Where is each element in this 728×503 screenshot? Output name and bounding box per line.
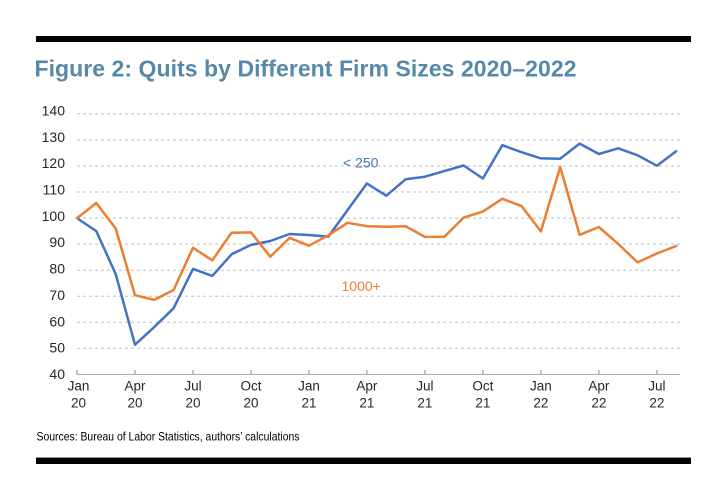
svg-text:40: 40: [49, 366, 65, 382]
svg-text:Jul: Jul: [184, 379, 201, 394]
svg-text:110: 110: [43, 182, 66, 198]
svg-text:20: 20: [185, 396, 200, 411]
svg-text:20: 20: [243, 396, 258, 411]
svg-text:100: 100: [42, 208, 66, 224]
svg-text:Oct: Oct: [472, 379, 493, 394]
svg-text:22: 22: [533, 396, 548, 411]
svg-text:Jan: Jan: [298, 379, 320, 394]
svg-text:70: 70: [49, 287, 65, 303]
svg-text:90: 90: [49, 234, 65, 250]
svg-text:Jan: Jan: [530, 379, 552, 394]
svg-text:Jul: Jul: [648, 379, 665, 394]
svg-text:21: 21: [301, 396, 316, 411]
svg-text:80: 80: [49, 261, 65, 277]
svg-text:50: 50: [49, 340, 65, 356]
svg-text:1000+: 1000+: [342, 278, 381, 294]
svg-text:Figure 2: Quits by Different F: Figure 2: Quits by Different Firm Sizes …: [35, 55, 577, 81]
svg-text:22: 22: [591, 396, 606, 411]
svg-text:21: 21: [417, 396, 432, 411]
svg-text:140: 140: [42, 102, 66, 118]
svg-text:Apr: Apr: [588, 379, 610, 394]
svg-text:20: 20: [127, 396, 142, 411]
svg-text:21: 21: [475, 396, 490, 411]
svg-text:Sources: Bureau of Labor Stati: Sources: Bureau of Labor Statistics, aut…: [37, 430, 300, 444]
svg-text:Jan: Jan: [68, 379, 90, 394]
svg-text:Apr: Apr: [356, 379, 378, 394]
svg-text:22: 22: [649, 396, 664, 411]
svg-text:Apr: Apr: [124, 379, 146, 394]
svg-text:Oct: Oct: [240, 379, 261, 394]
svg-text:Jul: Jul: [416, 379, 433, 394]
svg-text:20: 20: [71, 396, 86, 411]
svg-text:120: 120: [42, 155, 66, 171]
svg-text:60: 60: [49, 313, 65, 329]
svg-text:< 250: < 250: [343, 155, 379, 171]
svg-text:21: 21: [359, 396, 374, 411]
svg-text:130: 130: [42, 129, 66, 145]
